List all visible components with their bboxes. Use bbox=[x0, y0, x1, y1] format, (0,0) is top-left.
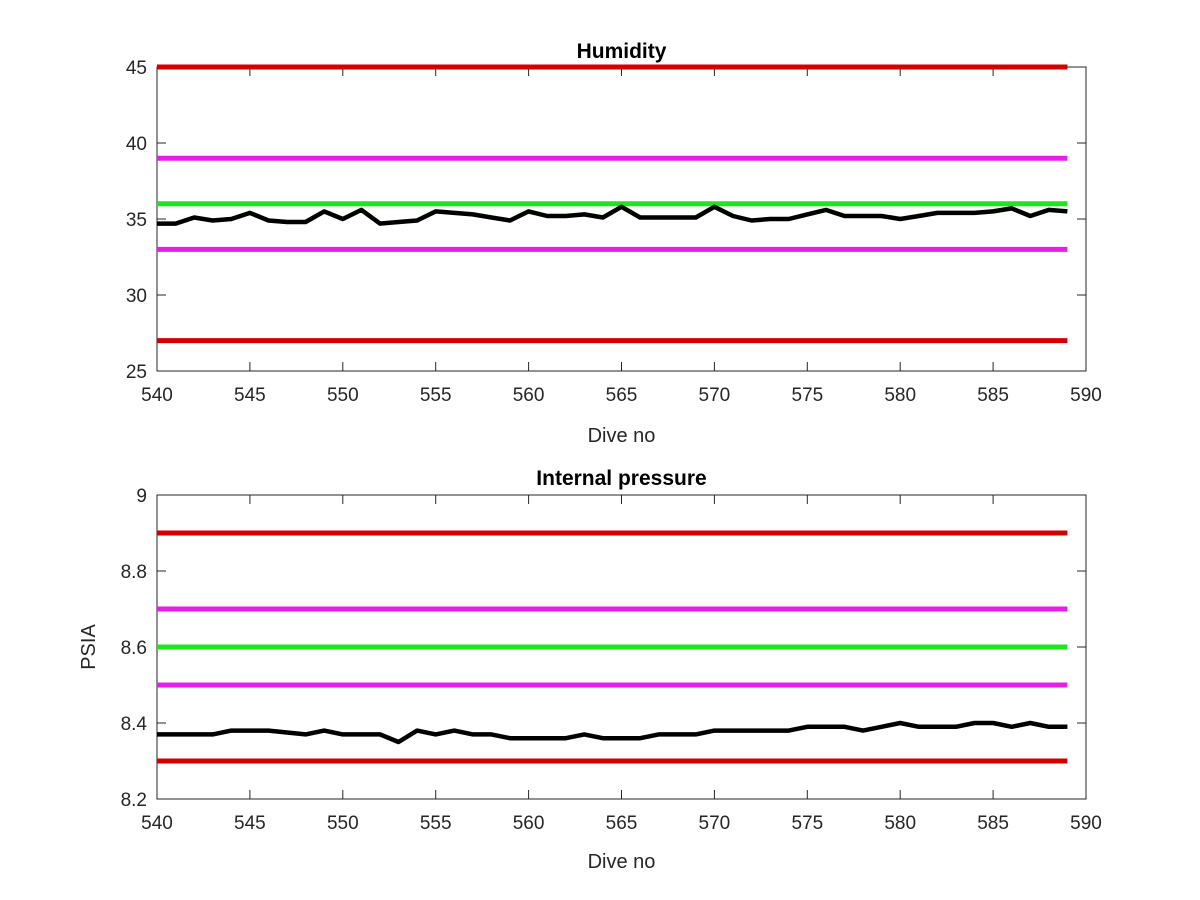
x-tick-label: 580 bbox=[884, 385, 916, 406]
humidity-chart: 540 545 550 555 560 565 570 575 580 585 590 25 30 35 4… bbox=[126, 40, 1102, 447]
x-tick-label: 545 bbox=[234, 385, 266, 406]
data-series-line bbox=[157, 720, 1068, 745]
y-tick-label: 8.2 bbox=[121, 790, 147, 811]
axes-box bbox=[156, 66, 1087, 372]
internal-pressure-chart: 540 545 550 555 560 565 570 575 580 585 590 8.2 8.4 8… bbox=[78, 467, 1102, 873]
x-tick-label: 560 bbox=[513, 813, 545, 834]
x-tick-label: 565 bbox=[606, 813, 638, 834]
x-tick-label: 585 bbox=[977, 385, 1009, 406]
x-tick-label: 590 bbox=[1070, 813, 1102, 834]
x-tick-label: 550 bbox=[327, 813, 359, 834]
y-tick-label: 30 bbox=[126, 286, 147, 307]
y-tick-label: 35 bbox=[126, 210, 147, 231]
y-tick-label: 8.4 bbox=[121, 714, 148, 735]
x-tick-label: 555 bbox=[420, 813, 452, 834]
x-tick-label: 540 bbox=[141, 813, 173, 834]
y-tick-label: 45 bbox=[126, 58, 147, 79]
chart-title: Internal pressure bbox=[536, 467, 706, 490]
x-tick-label: 550 bbox=[327, 385, 359, 406]
x-tick-label: 545 bbox=[234, 813, 266, 834]
x-tick-label: 570 bbox=[699, 813, 731, 834]
y-tick-label: 8.6 bbox=[121, 638, 147, 659]
x-axis-label: Dive no bbox=[588, 425, 656, 447]
y-tick-label: 9 bbox=[136, 486, 147, 507]
y-tick-label: 25 bbox=[126, 362, 147, 383]
x-tick-label: 585 bbox=[977, 813, 1009, 834]
x-tick-label: 580 bbox=[884, 813, 916, 834]
x-tick-label: 555 bbox=[420, 385, 452, 406]
x-tick-label: 570 bbox=[699, 385, 731, 406]
chart-title: Humidity bbox=[577, 40, 667, 63]
x-axis-label: Dive no bbox=[588, 851, 656, 873]
x-tick-label: 590 bbox=[1070, 385, 1102, 406]
x-tick-label: 540 bbox=[141, 385, 173, 406]
y-axis-label: PSIA bbox=[78, 624, 100, 670]
y-tick-label: 40 bbox=[126, 134, 147, 155]
y-tick-label: 8.8 bbox=[121, 562, 147, 583]
x-tick-label: 575 bbox=[791, 813, 823, 834]
x-tick-label: 565 bbox=[606, 385, 638, 406]
data-series-line bbox=[157, 204, 1068, 226]
x-tick-label: 560 bbox=[513, 385, 545, 406]
x-tick-label: 575 bbox=[791, 385, 823, 406]
